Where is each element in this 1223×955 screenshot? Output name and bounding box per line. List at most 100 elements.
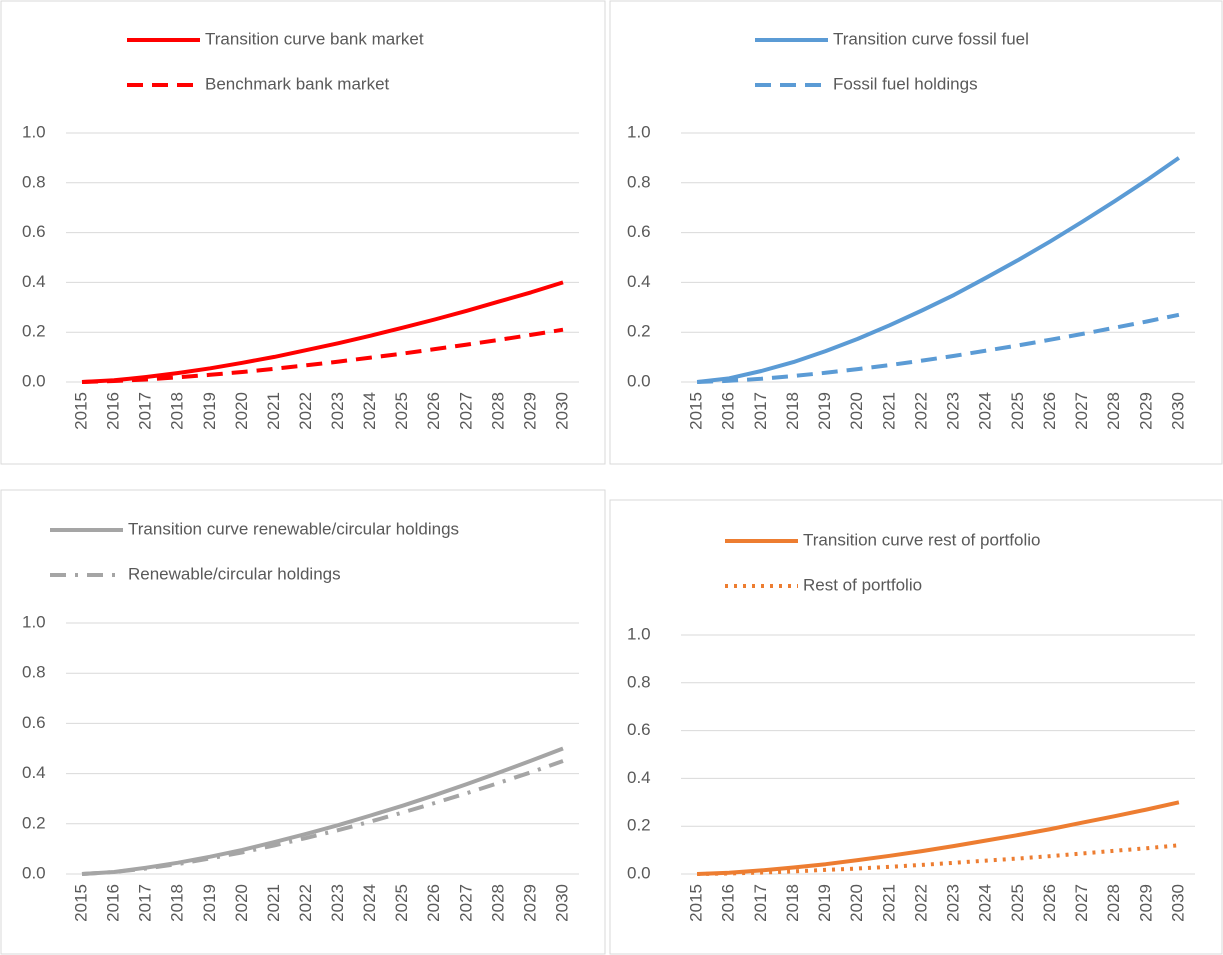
x-tick-label: 2019 bbox=[815, 392, 834, 430]
x-tick-label: 2021 bbox=[264, 884, 283, 922]
x-tick-label: 2024 bbox=[976, 392, 995, 430]
x-tick-label: 2027 bbox=[1072, 884, 1091, 922]
series-line bbox=[696, 156, 1181, 384]
legend-label: Transition curve rest of portfolio bbox=[803, 530, 1040, 549]
x-tick-label: 2026 bbox=[424, 392, 443, 430]
x-tick-label: 2030 bbox=[1168, 392, 1187, 430]
x-tick-label: 2018 bbox=[168, 884, 187, 922]
series-line bbox=[81, 759, 564, 876]
x-tick-label: 2024 bbox=[360, 392, 379, 430]
x-tick-label: 2025 bbox=[1008, 884, 1027, 922]
x-tick-label: 2026 bbox=[1040, 392, 1059, 430]
x-tick-label: 2023 bbox=[328, 392, 347, 430]
y-tick-label: 0.8 bbox=[22, 172, 46, 191]
x-tick-label: 2016 bbox=[104, 884, 123, 922]
x-tick-label: 2030 bbox=[1168, 884, 1187, 922]
x-tick-label: 2020 bbox=[232, 392, 251, 430]
y-tick-label: 0.4 bbox=[627, 272, 651, 291]
x-tick-label: 2022 bbox=[296, 884, 315, 922]
y-tick-label: 0.0 bbox=[627, 863, 651, 882]
x-tick-label: 2024 bbox=[976, 884, 995, 922]
x-tick-label: 2017 bbox=[136, 884, 155, 922]
x-tick-label: 2021 bbox=[264, 392, 283, 430]
y-tick-label: 0.4 bbox=[22, 272, 46, 291]
panel-border bbox=[609, 499, 1223, 955]
y-tick-label: 0.2 bbox=[627, 816, 651, 835]
x-tick-label: 2029 bbox=[520, 884, 539, 922]
panel-border bbox=[0, 489, 606, 955]
y-tick-label: 0.0 bbox=[22, 863, 46, 882]
x-tick-label: 2021 bbox=[879, 884, 898, 922]
x-tick-label: 2015 bbox=[72, 392, 91, 430]
y-tick-label: 0.6 bbox=[627, 222, 651, 241]
x-tick-label: 2028 bbox=[488, 884, 507, 922]
x-tick-label: 2026 bbox=[424, 884, 443, 922]
x-tick-label: 2017 bbox=[751, 392, 770, 430]
y-tick-label: 0.0 bbox=[22, 371, 46, 390]
x-tick-label: 2019 bbox=[200, 392, 219, 430]
y-tick-label: 0.6 bbox=[22, 222, 46, 241]
x-tick-label: 2027 bbox=[456, 884, 475, 922]
x-tick-label: 2019 bbox=[815, 884, 834, 922]
x-tick-label: 2020 bbox=[232, 884, 251, 922]
x-tick-label: 2030 bbox=[552, 884, 571, 922]
y-tick-label: 0.6 bbox=[627, 720, 651, 739]
y-tick-label: 0.0 bbox=[627, 371, 651, 390]
y-tick-label: 0.2 bbox=[22, 813, 46, 832]
series-line bbox=[81, 280, 564, 384]
x-tick-label: 2024 bbox=[360, 884, 379, 922]
x-tick-label: 2022 bbox=[296, 392, 315, 430]
x-tick-label: 2023 bbox=[944, 884, 963, 922]
y-tick-label: 1.0 bbox=[627, 624, 651, 643]
y-tick-label: 0.8 bbox=[22, 663, 46, 682]
x-tick-label: 2016 bbox=[719, 392, 738, 430]
x-tick-label: 2022 bbox=[911, 884, 930, 922]
series-line bbox=[697, 312, 1180, 384]
x-tick-label: 2029 bbox=[1136, 884, 1155, 922]
x-tick-label: 2023 bbox=[328, 884, 347, 922]
x-tick-label: 2018 bbox=[783, 392, 802, 430]
x-tick-label: 2025 bbox=[392, 884, 411, 922]
x-tick-label: 2029 bbox=[520, 392, 539, 430]
x-tick-label: 2018 bbox=[168, 392, 187, 430]
series-line bbox=[81, 327, 564, 384]
legend-label: Transition curve fossil fuel bbox=[833, 29, 1029, 48]
x-tick-label: 2016 bbox=[104, 392, 123, 430]
y-tick-label: 0.8 bbox=[627, 172, 651, 191]
y-tick-label: 0.6 bbox=[22, 713, 46, 732]
x-tick-label: 2015 bbox=[687, 392, 706, 430]
x-tick-label: 2020 bbox=[847, 392, 866, 430]
series-line bbox=[697, 800, 1180, 876]
x-tick-label: 2028 bbox=[1104, 392, 1123, 430]
y-tick-label: 0.8 bbox=[627, 672, 651, 691]
legend-label: Transition curve renewable/circular hold… bbox=[128, 519, 459, 538]
x-tick-label: 2015 bbox=[72, 884, 91, 922]
x-tick-label: 2027 bbox=[1072, 392, 1091, 430]
y-tick-label: 1.0 bbox=[627, 122, 651, 141]
y-tick-label: 0.2 bbox=[22, 322, 46, 341]
x-tick-label: 2018 bbox=[783, 884, 802, 922]
x-tick-label: 2015 bbox=[687, 884, 706, 922]
legend-label: Rest of portfolio bbox=[803, 575, 922, 594]
legend-label: Renewable/circular holdings bbox=[128, 564, 341, 583]
x-tick-label: 2026 bbox=[1040, 884, 1059, 922]
legend-label: Fossil fuel holdings bbox=[833, 74, 978, 93]
y-tick-label: 0.2 bbox=[627, 322, 651, 341]
x-tick-label: 2028 bbox=[1104, 884, 1123, 922]
x-tick-label: 2019 bbox=[200, 884, 219, 922]
x-tick-label: 2016 bbox=[719, 884, 738, 922]
legend-label: Transition curve bank market bbox=[205, 29, 424, 48]
y-tick-label: 1.0 bbox=[22, 612, 46, 631]
x-tick-label: 2025 bbox=[1008, 392, 1027, 430]
y-tick-label: 0.4 bbox=[627, 768, 651, 787]
x-tick-label: 2023 bbox=[944, 392, 963, 430]
x-tick-label: 2021 bbox=[879, 392, 898, 430]
x-tick-label: 2017 bbox=[751, 884, 770, 922]
y-tick-label: 0.4 bbox=[22, 763, 46, 782]
x-tick-label: 2030 bbox=[552, 392, 571, 430]
x-tick-label: 2020 bbox=[847, 884, 866, 922]
legend-label: Benchmark bank market bbox=[205, 74, 390, 93]
x-tick-label: 2017 bbox=[136, 392, 155, 430]
x-tick-label: 2028 bbox=[488, 392, 507, 430]
